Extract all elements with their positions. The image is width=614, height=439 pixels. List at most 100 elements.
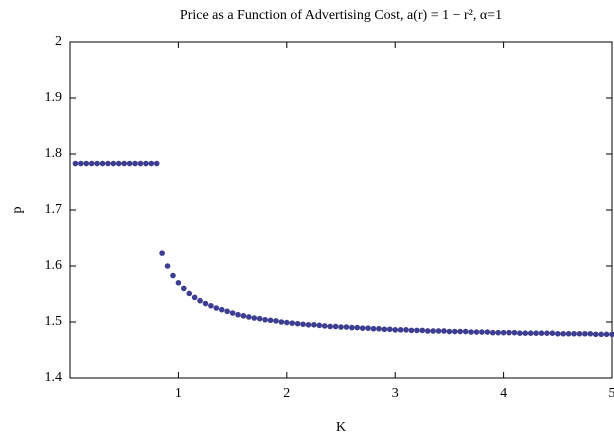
- point: [186, 290, 193, 297]
- y-tick-label: 1.8: [45, 146, 63, 161]
- point: [609, 331, 614, 338]
- point: [571, 330, 577, 337]
- point: [202, 300, 209, 307]
- point: [321, 323, 328, 329]
- point: [83, 160, 90, 167]
- point: [235, 311, 241, 318]
- point: [289, 320, 296, 326]
- point: [522, 330, 529, 337]
- x-tick-label: 1: [175, 386, 182, 401]
- point: [137, 160, 144, 167]
- point: [284, 319, 290, 326]
- point: [462, 328, 469, 335]
- point: [598, 331, 604, 338]
- point: [72, 160, 79, 167]
- point: [592, 331, 599, 338]
- point: [327, 323, 333, 330]
- point: [246, 314, 252, 320]
- point: [370, 325, 377, 332]
- point: [435, 328, 442, 334]
- y-tick-label: 1.5: [45, 314, 63, 329]
- point: [99, 160, 106, 167]
- point: [159, 250, 165, 256]
- point: [110, 160, 117, 167]
- point: [430, 328, 436, 334]
- y-tick-label: 1.7: [45, 202, 63, 217]
- point: [452, 328, 458, 335]
- point: [576, 330, 583, 337]
- point: [343, 324, 350, 330]
- point: [311, 322, 317, 328]
- point: [78, 160, 84, 167]
- point: [251, 315, 258, 321]
- point: [115, 160, 122, 167]
- point: [164, 263, 171, 269]
- point: [544, 330, 550, 337]
- point: [229, 310, 236, 316]
- y-axis-label: p: [10, 207, 25, 214]
- point: [527, 330, 534, 337]
- point: [338, 324, 344, 330]
- point: [603, 331, 610, 338]
- point: [218, 306, 225, 313]
- point: [484, 329, 491, 335]
- point: [191, 294, 198, 301]
- point: [500, 329, 507, 336]
- point: [175, 280, 182, 286]
- point: [148, 160, 155, 167]
- point: [153, 160, 160, 167]
- y-tick-label: 2: [55, 34, 62, 49]
- point: [538, 330, 545, 337]
- point: [414, 327, 420, 334]
- point: [332, 323, 339, 330]
- point: [300, 321, 306, 328]
- y-tick-label: 1.4: [45, 370, 63, 385]
- point: [181, 285, 187, 292]
- point: [582, 330, 588, 337]
- point: [392, 327, 399, 333]
- x-tick-label: 5: [609, 386, 614, 401]
- point: [517, 330, 523, 337]
- point: [224, 308, 230, 315]
- point: [446, 328, 453, 335]
- point: [489, 329, 496, 336]
- point: [549, 330, 556, 337]
- point: [495, 329, 501, 336]
- point: [376, 325, 382, 332]
- point: [511, 329, 518, 336]
- point: [468, 329, 474, 335]
- point: [441, 328, 447, 334]
- point: [197, 297, 203, 304]
- point: [457, 328, 464, 335]
- point: [267, 317, 274, 324]
- point: [560, 330, 567, 337]
- point: [506, 329, 512, 336]
- point: [256, 315, 263, 322]
- point: [354, 324, 361, 331]
- point: [121, 160, 127, 167]
- point: [397, 327, 404, 333]
- point: [473, 329, 480, 335]
- x-tick-label: 2: [283, 386, 290, 401]
- point: [208, 302, 214, 309]
- point: [316, 322, 323, 329]
- point: [240, 313, 247, 319]
- point: [273, 318, 279, 324]
- point: [419, 327, 426, 334]
- point: [294, 320, 301, 327]
- point: [213, 305, 220, 311]
- point: [262, 316, 268, 323]
- x-tick-label: 3: [392, 386, 399, 401]
- point: [403, 327, 409, 333]
- point: [94, 160, 100, 167]
- point: [381, 326, 388, 333]
- point: [365, 325, 371, 331]
- point: [555, 330, 561, 337]
- x-axis-label: K: [336, 420, 346, 435]
- point: [565, 330, 572, 337]
- point: [408, 327, 415, 334]
- point: [424, 328, 431, 334]
- point: [278, 319, 285, 325]
- point: [587, 330, 594, 337]
